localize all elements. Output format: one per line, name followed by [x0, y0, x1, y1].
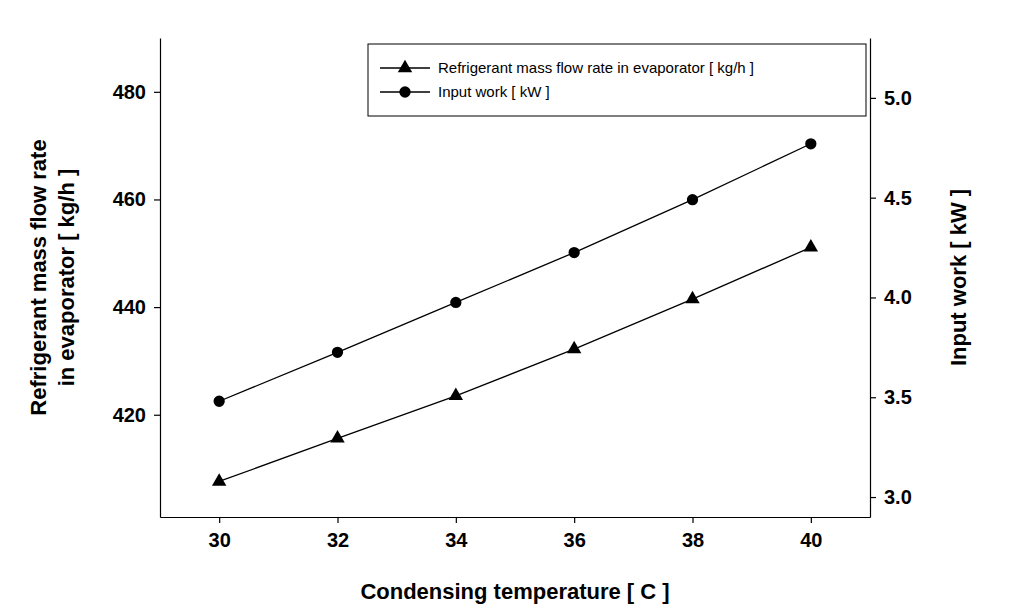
tick-mark: [692, 517, 693, 523]
legend-entry: Input work [ kW ]: [380, 83, 550, 100]
tick-label: 30: [209, 529, 231, 551]
tick-mark: [870, 297, 876, 298]
tick: 34: [445, 517, 468, 551]
tick-label: 4.0: [884, 286, 912, 308]
tick-label: 40: [800, 529, 822, 551]
marker: [685, 291, 699, 303]
tick-mark: [870, 98, 876, 99]
tick: 3.0: [870, 486, 912, 508]
marker: [449, 388, 463, 400]
tick: 440: [113, 296, 160, 318]
series: [212, 239, 818, 486]
x-axis-title: Condensing temperature [ C ]: [360, 579, 669, 604]
tick: 36: [564, 517, 586, 551]
y2-axis-title: Input work [ kW ]: [946, 189, 971, 366]
tick-label: 36: [564, 529, 586, 551]
marker: [330, 430, 344, 442]
tick: 420: [113, 404, 160, 426]
tick-mark: [154, 92, 160, 93]
marker: [450, 297, 461, 308]
marker: [567, 341, 581, 353]
tick-label: 34: [445, 529, 468, 551]
series: [214, 138, 817, 407]
marker: [214, 396, 225, 407]
tick-label: 5.0: [884, 87, 912, 109]
legend-label: Input work [ kW ]: [438, 83, 550, 100]
legend-box: [368, 44, 866, 116]
tick-mark: [154, 199, 160, 200]
tick: 30: [209, 517, 231, 551]
tick: 3.5: [870, 386, 912, 408]
marker: [332, 347, 343, 358]
marker: [212, 473, 226, 485]
tick: 40: [800, 517, 822, 551]
tick-label: 38: [682, 529, 704, 551]
tick-label: 3.5: [884, 386, 912, 408]
tick-label: 460: [113, 188, 146, 210]
tick-mark: [219, 517, 220, 523]
tick-mark: [811, 517, 812, 523]
marker: [569, 247, 580, 258]
tick-mark: [870, 497, 876, 498]
marker: [805, 138, 816, 149]
tick-mark: [154, 415, 160, 416]
marker: [687, 194, 698, 205]
tick-label: 440: [113, 296, 146, 318]
tick-label: 3.0: [884, 486, 912, 508]
tick-mark: [154, 307, 160, 308]
y-axis: 420 440 460 480: [113, 39, 161, 518]
legend-entry: Refrigerant mass flow rate in evaporator…: [380, 59, 754, 76]
tick: 38: [682, 517, 704, 551]
tick: 480: [113, 81, 160, 103]
plot-area: 30 32 34 36 38 40 420 440 460 480 3.0 3.5 4.0 4.5 5.0 R…: [113, 39, 912, 552]
tick-mark: [870, 397, 876, 398]
series-line: [219, 144, 811, 401]
axis-line: [160, 39, 161, 518]
legend-marker: [398, 60, 412, 72]
legend-marker: [399, 86, 410, 97]
tick-mark: [337, 517, 338, 523]
tick: 460: [113, 188, 160, 210]
marker: [804, 239, 818, 251]
tick-label: 420: [113, 404, 146, 426]
series-group: [212, 138, 818, 486]
tick-label: 480: [113, 81, 146, 103]
tick: 32: [327, 517, 349, 551]
tick: 4.0: [870, 286, 912, 308]
chart: 30 32 34 36 38 40 420 440 460 480 3.0 3.5 4.0 4.5 5.0 R…: [0, 0, 1013, 613]
tick: 4.5: [870, 187, 912, 209]
y2-axis: 3.0 3.5 4.0 4.5 5.0: [870, 39, 912, 518]
tick-mark: [456, 517, 457, 523]
y-axis-title: in evaporator [ kg/h ]: [54, 169, 79, 387]
tick-mark: [870, 198, 876, 199]
x-axis: 30 32 34 36 38 40: [161, 517, 871, 551]
axis-line: [161, 517, 871, 518]
tick-label: 4.5: [884, 187, 912, 209]
y-axis-title: Refrigerant mass flow rate: [26, 139, 51, 415]
legend-label: Refrigerant mass flow rate in evaporator…: [438, 59, 754, 76]
legend: Refrigerant mass flow rate in evaporator…: [368, 44, 866, 116]
tick: 5.0: [870, 87, 912, 109]
tick-label: 32: [327, 529, 349, 551]
axis-line: [870, 39, 871, 518]
tick-mark: [574, 517, 575, 523]
